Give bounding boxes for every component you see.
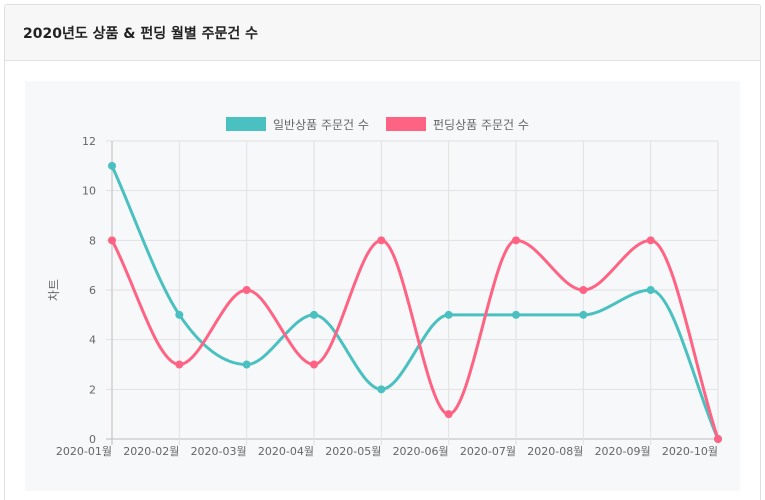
y-tick-label: 12 [82,135,96,148]
legend-swatch [386,117,426,131]
x-tick-label: 2020-04월 [258,445,314,458]
data-point [512,236,520,245]
x-tick-label: 2020-08월 [527,445,583,458]
y-tick-label: 6 [89,284,96,297]
legend-swatch [226,117,266,131]
line-chart: 0 2 4 6 8 10 12 2020-01월 2020-02월 2020-03월 2020-04… [47,117,722,458]
data-point [646,286,655,294]
x-tick-label: 2020-09월 [595,445,651,458]
data-point [377,385,386,394]
data-point [377,236,386,245]
y-tick-label: 2 [89,383,96,396]
data-point [646,236,655,245]
x-tick-label: 2020-02월 [123,445,179,458]
data-point [108,236,116,245]
x-tick-label: 2020-01월 [56,445,112,458]
card-title: 2020년도 상품 & 펀딩 월별 주문건 수 [23,25,258,42]
y-tick-label: 4 [89,334,96,347]
legend-label: 펀딩상품 주문건 수 [433,118,529,132]
series-line-1 [110,165,720,440]
y-tick-label: 10 [82,185,96,198]
data-point [242,286,251,294]
legend-label: 일반상품 주문건 수 [273,118,369,132]
data-point [512,310,520,319]
x-tick-label: 2020-05월 [325,445,381,458]
data-point [175,360,184,369]
data-point [310,310,318,319]
data-point [579,310,588,319]
x-tick-label: 2020-03월 [191,445,247,458]
chart-area: 0 2 4 6 8 10 12 2020-01월 2020-02월 2020-03월 2020-04… [25,81,740,491]
series-line-2 [110,238,720,440]
chart-card: 2020년도 상품 & 펀딩 월별 주문건 수 0 2 4 6 8 10 12 2020-01… [4,4,761,500]
card-header: 2020년도 상품 & 펀딩 월별 주문건 수 [5,5,760,61]
x-tick-label: 2020-06월 [393,445,449,458]
y-tick-label: 0 [89,433,96,446]
x-tick-label: 2020-07월 [460,445,516,458]
data-point [108,161,116,170]
data-point [310,360,318,369]
data-point [579,286,588,294]
y-tick-label: 8 [89,234,96,247]
grid [106,140,719,445]
data-point [444,310,453,319]
legend: 일반상품 주문건 수 펀딩상품 주문건 수 [226,117,529,132]
y-axis-label: 차트 [47,279,61,301]
data-point [242,360,251,369]
data-point [175,310,184,319]
x-tick-label: 2020-10월 [662,445,718,458]
data-point [714,435,722,443]
data-point [444,410,453,419]
